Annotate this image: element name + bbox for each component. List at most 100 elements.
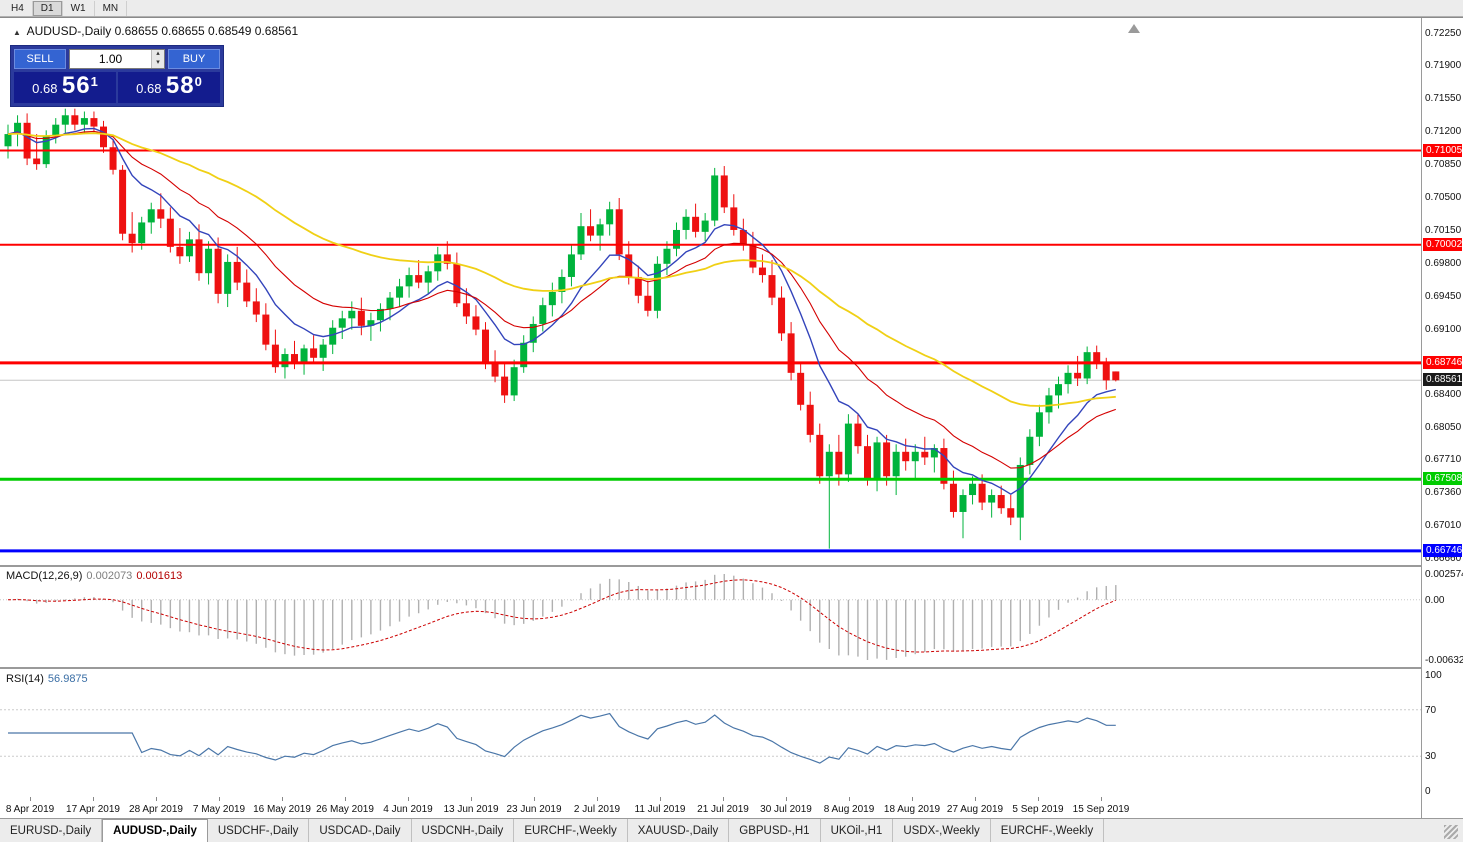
- chart-tab-gbpusd-h1[interactable]: GBPUSD-,H1: [729, 819, 821, 842]
- timeframe-button-mn[interactable]: MN: [95, 0, 128, 16]
- panel-splitter[interactable]: [0, 565, 1463, 567]
- rsi-value: 56.9875: [47, 673, 88, 685]
- buy-price-display[interactable]: 0.68 580: [118, 72, 220, 103]
- price-axis-tick: 0.67360: [1425, 487, 1462, 499]
- date-axis-label: 4 Jun 2019: [383, 804, 433, 815]
- price-axis-tick: 0.69800: [1425, 257, 1462, 269]
- chart-ohlc-values: 0.68655 0.68655 0.68549 0.68561: [114, 24, 299, 38]
- date-axis-label: 8 Aug 2019: [823, 804, 875, 815]
- chart-title: ▲ AUDUSD-,Daily 0.68655 0.68655 0.68549 …: [13, 24, 298, 38]
- price-axis-tick: 0.71200: [1425, 126, 1462, 138]
- chart-tab-usdcad-daily[interactable]: USDCAD-,Daily: [309, 819, 412, 842]
- buy-price-pips: 58: [165, 72, 195, 99]
- moving-average-line: [7, 130, 1116, 469]
- buy-price-pipette: 0: [194, 74, 202, 89]
- date-axis-label: 27 Aug 2019: [946, 804, 1004, 815]
- window-resize-grip[interactable]: [1444, 825, 1458, 839]
- rsi-axis-tick: 100: [1425, 670, 1442, 681]
- macd-main-value: 0.002073: [86, 570, 133, 582]
- date-axis-tick: [93, 797, 94, 801]
- date-axis-label: 26 May 2019: [316, 804, 374, 815]
- rsi-axis-tick: 70: [1425, 704, 1437, 716]
- chart-shift-marker-icon: [1128, 24, 1140, 33]
- rsi-axis-tick: 0: [1425, 786, 1431, 797]
- timeframe-button-w1[interactable]: W1: [63, 0, 95, 16]
- date-axis-tick: [282, 797, 283, 801]
- price-axis-tick: 0.70850: [1425, 159, 1462, 171]
- price-level-badge: 0.66746: [1423, 543, 1462, 557]
- chart-tab-xauusd-daily[interactable]: XAUUSD-,Daily: [628, 819, 730, 842]
- macd-axis-tick: -0.006326: [1425, 655, 1463, 666]
- price-axis-tick: 0.67010: [1425, 520, 1462, 532]
- sell-price-display[interactable]: 0.68 561: [14, 72, 116, 103]
- sell-button[interactable]: SELL: [14, 49, 66, 69]
- rsi-indicator-label: RSI(14) 56.9875: [6, 673, 88, 685]
- moving-average-line: [7, 127, 1116, 496]
- chart-tab-usdcnh-daily[interactable]: USDCNH-,Daily: [412, 819, 515, 842]
- price-level-badge: 0.68746: [1423, 355, 1462, 369]
- date-axis-label: 28 Apr 2019: [129, 804, 183, 815]
- one-click-trading-panel: SELL 1.00 ▴ ▾ BUY 0.68 561 0.68 580: [10, 45, 224, 107]
- price-axis-tick: 0.70150: [1425, 224, 1462, 236]
- sell-price-base: 0.68: [32, 81, 58, 96]
- price-level-badge: 0.71005: [1423, 143, 1462, 157]
- macd-histogram: [16, 574, 1117, 660]
- candlesticks: [4, 108, 1120, 549]
- date-axis-label: 7 May 2019: [192, 804, 246, 815]
- price-axis-tick: 0.71900: [1425, 60, 1462, 72]
- date-axis-label: 11 Jul 2019: [634, 804, 686, 815]
- chart-tab-usdx-weekly[interactable]: USDX-,Weekly: [893, 819, 991, 842]
- chart-tab-eurchf-weekly[interactable]: EURCHF-,Weekly: [991, 819, 1105, 842]
- date-axis-label: 16 May 2019: [253, 804, 311, 815]
- price-axis-tick: 0.72250: [1425, 27, 1462, 39]
- timeframe-button-h4[interactable]: H4: [3, 0, 33, 16]
- price-level-badge: 0.70002: [1423, 237, 1462, 251]
- price-axis-tick: 0.67710: [1425, 454, 1462, 466]
- macd-signal-value: 0.001613: [136, 570, 183, 582]
- date-axis-label: 8 Apr 2019: [5, 804, 55, 815]
- volume-increase-icon[interactable]: ▴: [152, 50, 164, 59]
- date-axis-label: 23 Jun 2019: [506, 804, 562, 815]
- date-axis-tick: [156, 797, 157, 801]
- rsi-line: [8, 712, 1116, 764]
- macd-axis-tick: 0.00: [1425, 594, 1445, 606]
- date-axis-tick: [471, 797, 472, 801]
- current-price-badge: 0.68561: [1423, 373, 1462, 387]
- chart-tab-bar: EURUSD-,Daily AUDUSD-,Daily USDCHF-,Daily U…: [0, 818, 1463, 842]
- date-axis-tick: [723, 797, 724, 801]
- price-axis-tick: 0.68050: [1425, 422, 1462, 434]
- chart-tab-eurusd-daily[interactable]: EURUSD-,Daily: [0, 819, 103, 842]
- macd-indicator-label: MACD(12,26,9) 0.002073 0.001613: [6, 570, 182, 582]
- chart-window: 8 Apr 2019 17 Apr 2019 28 Apr 2019 7 May 20…: [0, 17, 1463, 818]
- price-chart-canvas[interactable]: [0, 19, 1421, 565]
- sell-price-pipette: 1: [90, 74, 98, 89]
- date-axis-tick: [30, 797, 31, 801]
- chart-tab-ukoil-h1[interactable]: UKOil-,H1: [821, 819, 894, 842]
- macd-chart-canvas[interactable]: [0, 567, 1421, 667]
- date-axis-tick: [408, 797, 409, 801]
- chart-tab-usdchf-daily[interactable]: USDCHF-,Daily: [208, 819, 310, 842]
- price-axis-tick: 0.69450: [1425, 290, 1462, 302]
- rsi-name: RSI(14): [6, 673, 44, 685]
- date-axis-label: 5 Sep 2019: [1012, 804, 1064, 815]
- chart-symbol-period: AUDUSD-,Daily: [26, 24, 112, 38]
- moving-average-line: [7, 132, 1116, 407]
- date-axis-tick: [660, 797, 661, 801]
- price-axis[interactable]: 0.72250 0.71900 0.71550 0.71200 0.70850 0.705…: [1421, 18, 1463, 818]
- volume-decrease-icon[interactable]: ▾: [152, 59, 164, 68]
- volume-field[interactable]: 1.00 ▴ ▾: [69, 49, 165, 69]
- sell-price-pips: 56: [61, 72, 91, 99]
- panel-splitter[interactable]: [0, 667, 1463, 669]
- timeframe-button-d1[interactable]: D1: [32, 0, 63, 16]
- date-axis-label: 2 Jul 2019: [573, 804, 621, 815]
- chart-tab-eurchf-weekly[interactable]: EURCHF-,Weekly: [514, 819, 628, 842]
- time-axis[interactable]: 8 Apr 2019 17 Apr 2019 28 Apr 2019 7 May 20…: [0, 797, 1421, 818]
- macd-name: MACD(12,26,9): [6, 570, 83, 582]
- rsi-chart-canvas[interactable]: [0, 669, 1421, 797]
- date-axis-tick: [849, 797, 850, 801]
- date-axis-tick: [1038, 797, 1039, 801]
- chart-tab-audusd-daily[interactable]: AUDUSD-,Daily: [102, 819, 208, 842]
- buy-button[interactable]: BUY: [168, 49, 220, 69]
- date-axis-tick: [345, 797, 346, 801]
